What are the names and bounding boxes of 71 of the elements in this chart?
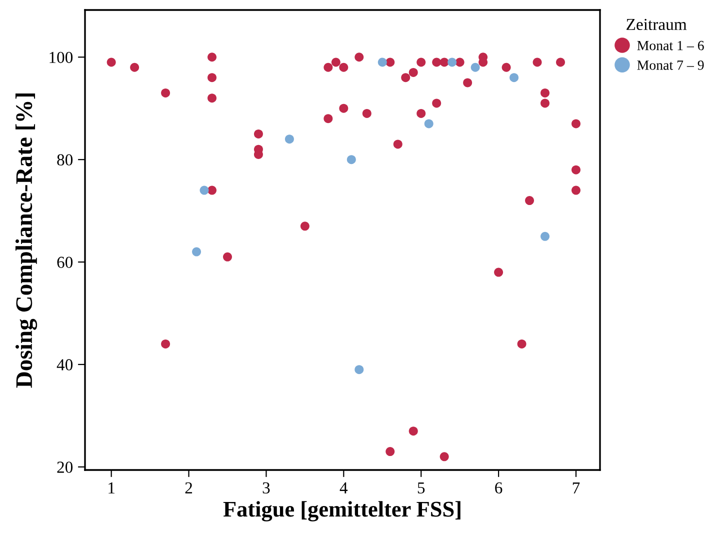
legend-label: Monat 7 – 9 (637, 60, 704, 70)
point (346, 155, 356, 164)
point (161, 339, 170, 348)
y-tick-label: 100 (50, 52, 73, 64)
point (324, 114, 333, 124)
x-tick-label: 3 (262, 482, 270, 494)
x-tick-label: 1 (108, 482, 114, 494)
x-tick-label: 6 (495, 482, 502, 494)
point (393, 140, 402, 149)
point (200, 186, 209, 195)
point (222, 252, 232, 262)
point (432, 98, 442, 108)
point (339, 104, 348, 113)
point (208, 52, 217, 62)
point (254, 129, 263, 138)
point (540, 88, 550, 98)
point (208, 94, 217, 103)
point (378, 58, 387, 67)
point (440, 58, 449, 67)
x-tick-label: 2 (185, 482, 192, 494)
point (408, 68, 418, 77)
point (208, 73, 217, 82)
point (300, 222, 310, 231)
point (354, 365, 364, 374)
point (510, 73, 519, 82)
point (571, 186, 580, 195)
y-tick-label: 20 (57, 462, 73, 473)
point (416, 108, 426, 118)
point (540, 232, 550, 241)
x-tick-label: 7 (572, 482, 580, 494)
point (517, 339, 526, 348)
point (440, 452, 449, 462)
y-tick-label: 60 (57, 256, 73, 268)
point (339, 62, 348, 72)
point (540, 98, 550, 108)
x-tick-label: 4 (340, 482, 348, 494)
x-axis-title: Fatigue [gemittelter FSS] (223, 501, 460, 522)
point (192, 247, 202, 256)
y-tick-label: 80 (57, 154, 73, 166)
point (532, 58, 542, 67)
point (571, 165, 580, 174)
point (386, 58, 395, 67)
point (448, 58, 457, 67)
point (354, 52, 364, 62)
point (463, 78, 472, 88)
point (556, 58, 566, 67)
point (416, 58, 426, 67)
point (331, 58, 340, 67)
point (208, 186, 217, 195)
point (408, 426, 418, 436)
x-tick-label: 5 (418, 482, 425, 494)
point (324, 62, 333, 72)
point (470, 62, 480, 72)
point (161, 88, 170, 98)
point (401, 73, 410, 82)
point (525, 196, 534, 206)
point (455, 58, 464, 67)
point (424, 119, 434, 128)
point (130, 62, 140, 72)
point (386, 447, 395, 456)
point (106, 58, 116, 67)
point (502, 62, 511, 72)
point (362, 108, 372, 118)
legend-label: Monat 1 – 6 (637, 40, 704, 50)
point (494, 268, 504, 277)
y-tick-label: 40 (56, 359, 73, 370)
y-axis-title: Dosing Compliance-Rate [%] (15, 94, 38, 388)
point (432, 58, 442, 67)
point (571, 119, 580, 128)
point (284, 134, 294, 144)
legend-title: Zeitraum (626, 18, 687, 30)
